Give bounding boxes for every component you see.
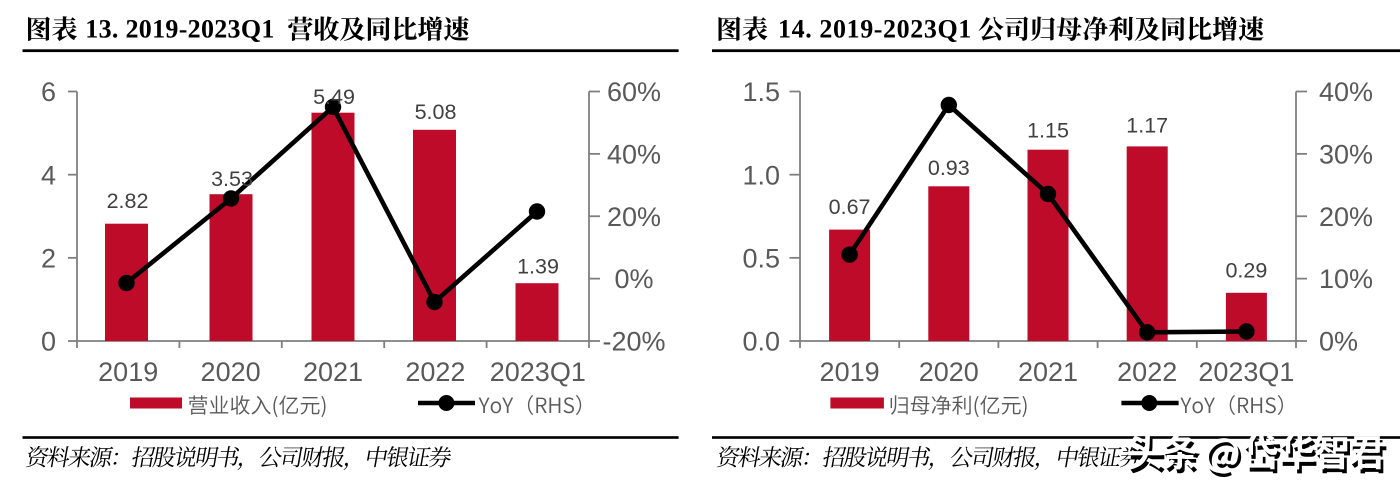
svg-text:1.15: 1.15	[1027, 119, 1069, 143]
svg-text:3.53: 3.53	[211, 167, 253, 191]
svg-text:2022: 2022	[1117, 357, 1177, 387]
svg-text:5.49: 5.49	[313, 85, 355, 109]
svg-text:2.82: 2.82	[107, 189, 149, 213]
svg-text:2020: 2020	[919, 357, 979, 387]
svg-text:2022: 2022	[405, 357, 465, 387]
svg-text:10%: 10%	[1319, 264, 1373, 294]
svg-text:2023Q1: 2023Q1	[1198, 357, 1294, 387]
svg-text:5.08: 5.08	[415, 100, 457, 124]
svg-text:1.17: 1.17	[1126, 114, 1168, 138]
svg-text:0: 0	[41, 327, 56, 357]
svg-text:20%: 20%	[607, 202, 661, 232]
svg-text:0.5: 0.5	[742, 243, 780, 273]
svg-text:60%: 60%	[607, 77, 661, 107]
svg-text:-20%: -20%	[602, 327, 665, 357]
svg-text:2021: 2021	[1018, 357, 1078, 387]
svg-text:14. 2019-2023Q1: 14. 2019-2023Q1	[778, 15, 972, 44]
svg-text:2020: 2020	[201, 357, 261, 387]
svg-text:1.5: 1.5	[742, 77, 780, 107]
svg-text:0.67: 0.67	[829, 195, 871, 219]
svg-text:1.0: 1.0	[742, 160, 780, 190]
svg-text:0.0: 0.0	[742, 327, 780, 357]
svg-text:0.29: 0.29	[1225, 259, 1267, 283]
svg-text:2019: 2019	[820, 357, 880, 387]
svg-text:2: 2	[41, 243, 56, 273]
svg-text:13. 2019-2023Q1: 13. 2019-2023Q1	[85, 15, 274, 44]
svg-text:1.39: 1.39	[517, 255, 559, 279]
svg-text:4: 4	[41, 160, 56, 190]
svg-text:2023Q1: 2023Q1	[490, 357, 586, 387]
svg-text:0%: 0%	[1319, 327, 1358, 357]
svg-text:0.93: 0.93	[928, 156, 970, 180]
svg-text:20%: 20%	[1319, 202, 1373, 232]
svg-text:2021: 2021	[303, 357, 363, 387]
svg-text:6: 6	[41, 77, 56, 107]
svg-text:40%: 40%	[1319, 77, 1373, 107]
svg-text:40%: 40%	[607, 140, 661, 170]
svg-text:30%: 30%	[1319, 140, 1373, 170]
svg-text:2019: 2019	[98, 357, 158, 387]
svg-text:0%: 0%	[614, 264, 653, 294]
